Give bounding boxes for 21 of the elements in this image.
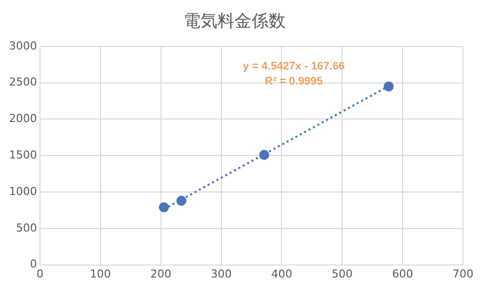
y-tick-label: 3000 [8,39,37,52]
x-tick-label: 700 [452,267,474,280]
y-tick-label: 1000 [8,184,37,198]
point [158,202,169,212]
x-tick-label: 200 [150,267,172,280]
y-tick-label: 2000 [8,112,37,126]
point [176,196,186,206]
x-tick-label: 500 [332,267,353,280]
x-tick-label: 100 [90,267,111,280]
y-tick-label: 1500 [8,148,37,162]
y-tick-label: 2500 [8,76,37,89]
x-tick-label: 400 [271,267,292,280]
point [384,81,394,92]
x-tick-label: 600 [392,267,414,280]
point [259,150,270,160]
y-tick-label: 0 [30,258,37,271]
y-tick-label: 500 [16,221,37,234]
annotation: R² = 0.9995 [264,75,323,88]
x-tick-label: 300 [210,267,232,280]
chart-title: 電気料金係数 [184,12,286,32]
annotation: y = 4.5427x - 167.66 [242,60,345,72]
